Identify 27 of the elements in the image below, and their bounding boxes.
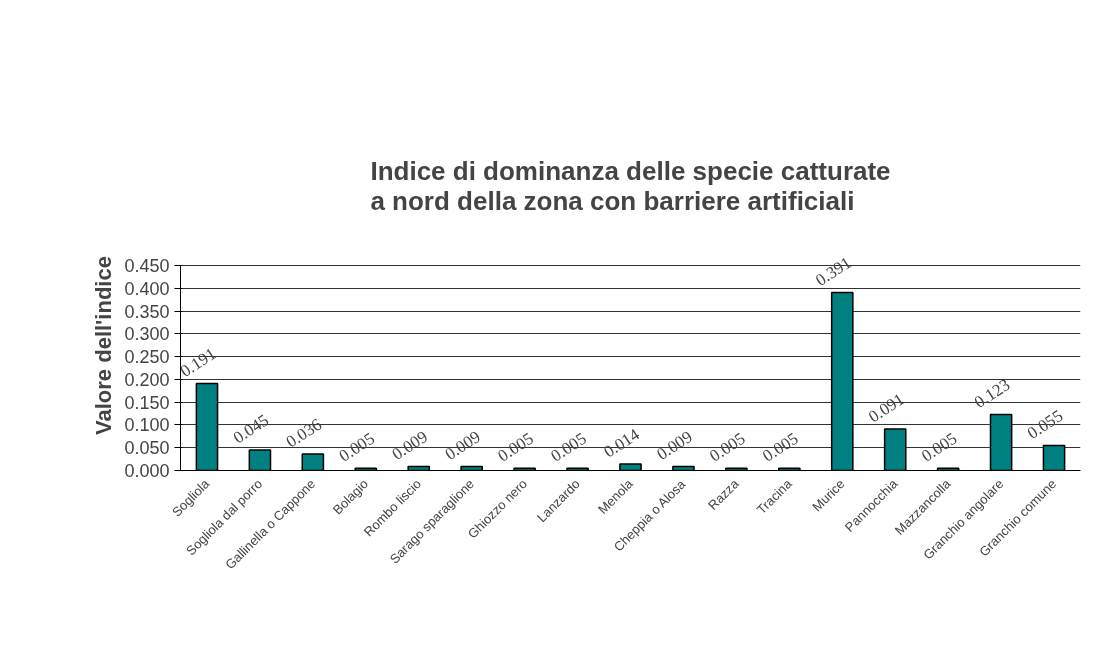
y-tick-label: 0.050 <box>124 438 170 459</box>
y-tick-label: 0.400 <box>124 278 170 299</box>
data-label: 0.009 <box>388 426 431 464</box>
data-label: 0.036 <box>282 414 326 452</box>
chart-title: Indice di dominanza delle specie catturate a nord della zona con barriere artificiali <box>370 155 891 216</box>
data-label: 0.005 <box>759 428 802 466</box>
y-tick-label: 0.150 <box>124 392 170 413</box>
data-label: 0.005 <box>335 428 379 466</box>
y-axis-title: Valore dell'indice <box>91 256 117 435</box>
data-label: 0.123 <box>970 375 1014 412</box>
data-label: 0.091 <box>865 389 908 427</box>
data-label: 0.009 <box>653 426 696 464</box>
y-tick-label: 0.250 <box>124 347 170 368</box>
y-tick-label: 0.350 <box>124 301 170 322</box>
data-label: 0.009 <box>441 426 484 464</box>
data-label: 0.005 <box>706 428 749 466</box>
y-tick-label: 0.450 <box>124 256 170 277</box>
y-tick-label: 0.300 <box>124 324 170 345</box>
data-label: 0.005 <box>494 428 537 466</box>
data-label: 0.014 <box>600 424 644 462</box>
data-label: 0.005 <box>547 428 590 466</box>
y-tick-label: 0.100 <box>124 415 170 436</box>
data-label: 0.005 <box>917 428 961 466</box>
data-label: 0.055 <box>1023 406 1067 443</box>
y-tick-label: 0.000 <box>124 461 170 481</box>
y-tick-label: 0.200 <box>124 369 170 390</box>
data-label: 0.391 <box>812 253 855 290</box>
